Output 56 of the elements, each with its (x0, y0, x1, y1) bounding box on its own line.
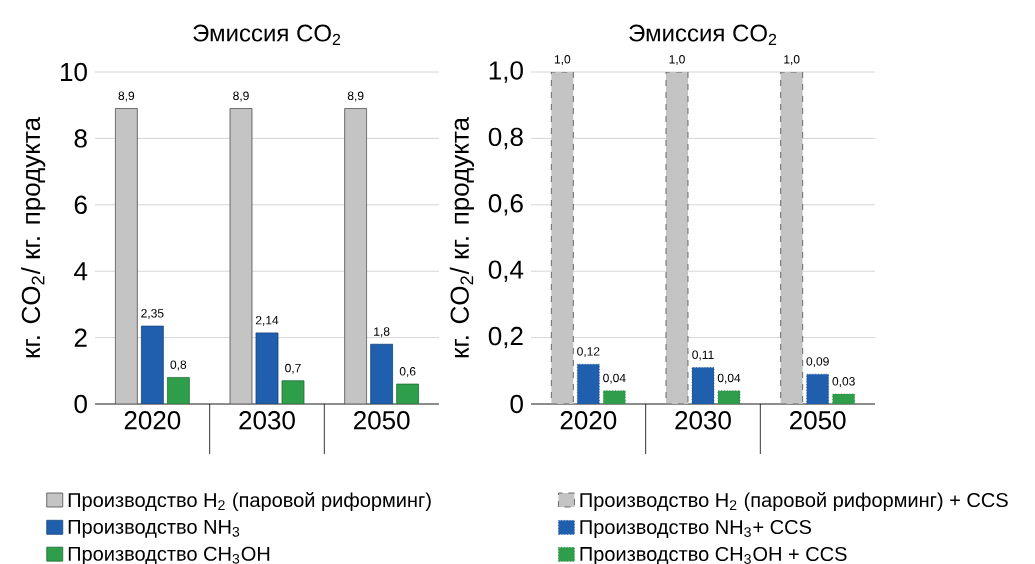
y-tick-label: 0,4 (488, 260, 524, 282)
data-label: 1,8 (374, 327, 390, 338)
y-tick-label: 8 (74, 129, 87, 148)
bar (806, 373, 830, 404)
data-label: 2,14 (255, 315, 279, 326)
y-tick-label: 6 (74, 195, 87, 215)
data-label: 0,11 (692, 350, 714, 361)
y-axis-title: кг. CO$_{2}$/ кг. продукта (21, 116, 46, 358)
data-label: 0,03 (832, 377, 855, 387)
x-tick-label: 2030 (239, 411, 295, 430)
x-tick-label: 2020 (560, 411, 617, 430)
legend-label: Производство NH$_{3}$ (68, 519, 240, 538)
data-label: 0,12 (577, 347, 600, 358)
chart-title: Эмиссия CO$_{2}$ (193, 24, 341, 45)
data-label: 0,7 (285, 363, 301, 374)
bar (229, 108, 253, 404)
y-tick-label: 4 (74, 262, 88, 281)
data-label: 1,0 (669, 55, 685, 65)
bar (717, 390, 741, 404)
legend-label: Производство H$_{2}$ (паровой риформинг) (68, 492, 431, 512)
data-label: 2,35 (141, 309, 164, 319)
y-tick-label: 1,0 (489, 61, 523, 83)
y-axis-title: кг. CO$_{2}$/ кг. продукта (449, 116, 475, 358)
data-label: 0,8 (170, 360, 187, 371)
chart-title: Эмиссия CO$_{2}$ (629, 24, 777, 45)
y-tick-label: 2 (74, 328, 87, 347)
x-tick-label: 2050 (354, 411, 410, 430)
bar (691, 367, 715, 404)
bar (166, 377, 190, 404)
bar (140, 325, 164, 404)
bar (576, 363, 600, 404)
legend-label: Производство NH$_{3}$+ CCS (580, 519, 811, 539)
bar (602, 390, 626, 404)
data-label: 0,04 (603, 373, 626, 384)
y-tick-label: 0,8 (488, 127, 523, 150)
y-tick-label: 10 (60, 62, 87, 82)
data-label: 8,9 (347, 91, 364, 102)
bar (370, 343, 394, 404)
legend-label: Производство CH$_{3}$OH (68, 546, 270, 564)
data-label: 8,9 (118, 91, 135, 102)
bar (832, 393, 856, 404)
legend-label: Производство H$_{2}$ (паровой риформинг) + CCS (580, 492, 1008, 512)
y-tick-label: 0 (510, 394, 523, 414)
data-label: 1,0 (554, 55, 571, 65)
data-label: 8,9 (233, 91, 249, 102)
y-tick-label: 0,6 (488, 194, 523, 216)
y-tick-label: 0,2 (488, 326, 523, 349)
x-tick-label: 2030 (675, 411, 731, 430)
x-tick-label: 2050 (790, 411, 846, 430)
y-tick-label: 0 (74, 394, 87, 414)
bar (255, 332, 279, 404)
data-label: 1,0 (784, 55, 800, 65)
x-tick-label: 2020 (124, 411, 181, 430)
data-label: 0,09 (806, 357, 829, 368)
data-label: 0,6 (399, 367, 416, 378)
data-label: 0,04 (717, 373, 741, 384)
